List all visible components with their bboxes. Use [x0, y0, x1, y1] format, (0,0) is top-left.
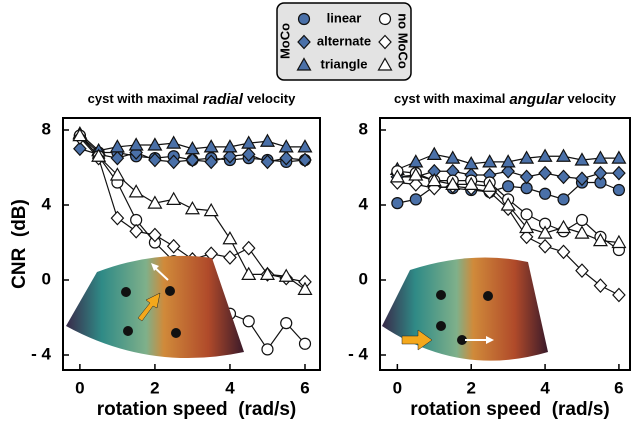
x-tick-label: 2 — [466, 378, 475, 397]
x-axis-label: rotation speed (rad/s) — [410, 399, 610, 420]
x-tick-label: 4 — [540, 378, 550, 397]
panel-title-part: velocity — [247, 91, 296, 106]
data-point — [223, 232, 236, 244]
y-tick-label: 4 — [42, 194, 52, 213]
data-point — [613, 185, 624, 196]
inset-image-right — [382, 258, 548, 361]
x-tick-label: 0 — [75, 378, 84, 397]
data-point — [131, 215, 142, 226]
legend-label: triangle — [321, 56, 368, 71]
figure: MoCo no MoCo linear alternate triangle 8 4 0 - 4… — [0, 0, 638, 424]
data-point — [613, 167, 625, 180]
inset-image-left — [66, 256, 244, 358]
legend-label: alternate — [317, 33, 371, 48]
data-point — [521, 183, 532, 194]
data-point — [243, 316, 254, 327]
x-tick-label: 6 — [614, 378, 623, 397]
x-tick-label: 4 — [225, 378, 235, 397]
data-point — [298, 283, 311, 295]
data-point — [539, 227, 552, 239]
data-point — [167, 137, 180, 149]
legend-marker — [299, 14, 310, 25]
y-tick-label: 4 — [359, 194, 369, 213]
data-point — [130, 225, 142, 238]
data-point — [521, 170, 533, 183]
y-tick-label: - 4 — [31, 344, 51, 363]
data-point — [224, 251, 236, 264]
data-point — [130, 139, 143, 151]
data-point — [540, 188, 551, 199]
x-axis-label: rotation speed (rad/s) — [97, 399, 297, 420]
y-tick-label: 0 — [359, 269, 368, 288]
data-point — [503, 181, 514, 192]
data-point — [613, 289, 625, 302]
legend-group-label: MoCo — [277, 23, 292, 59]
y-tick-label: 8 — [359, 119, 368, 138]
data-point — [576, 215, 587, 226]
data-point — [299, 338, 310, 349]
plot: 8 4 0 - 4 0 2 4 6 cyst with maximal angular veloci… — [348, 91, 630, 420]
data-point — [557, 221, 570, 233]
data-point — [558, 170, 570, 183]
data-point — [410, 194, 421, 205]
data-point — [392, 198, 403, 209]
y-tick-label: - 4 — [348, 344, 368, 363]
data-point — [167, 193, 180, 205]
data-point — [262, 344, 273, 355]
data-point — [558, 194, 569, 205]
data-point — [612, 152, 625, 164]
panel-title-part: angular — [509, 91, 564, 108]
panel-title-part: velocity — [568, 91, 617, 106]
data-point — [261, 135, 274, 147]
x-tick-label: 2 — [150, 378, 159, 397]
data-point — [594, 152, 607, 164]
data-point — [594, 167, 606, 180]
data-point — [168, 240, 180, 253]
data-point — [594, 279, 606, 292]
data-point — [483, 155, 496, 167]
data-point — [557, 150, 570, 162]
data-point — [521, 209, 532, 220]
panel-title-part: radial — [203, 91, 244, 108]
legend-group-label: no MoCo — [396, 13, 411, 69]
panel-title: cyst with maximal radialvelocity — [88, 91, 296, 108]
data-point — [299, 154, 311, 167]
data-point — [243, 242, 255, 255]
y-axis-label: CNR (dB) — [9, 199, 30, 289]
panel-title-part: cyst with maximal — [394, 91, 505, 106]
data-point — [539, 150, 552, 162]
legend-label: linear — [327, 10, 362, 25]
data-point — [281, 318, 292, 329]
data-point — [242, 268, 255, 280]
panel-title-part: cyst with maximal — [88, 91, 199, 106]
data-point — [428, 148, 441, 160]
panel-title: cyst with maximal angular velocity — [394, 91, 617, 108]
data-point — [186, 202, 199, 214]
y-tick-label: 8 — [42, 119, 51, 138]
data-point — [298, 140, 311, 152]
x-tick-label: 6 — [300, 378, 309, 397]
data-point — [575, 227, 588, 239]
data-point — [409, 155, 422, 167]
data-point — [539, 240, 551, 253]
data-point — [539, 167, 551, 180]
y-tick-label: 0 — [42, 269, 51, 288]
data-point — [186, 154, 198, 167]
x-tick-label: 0 — [393, 378, 402, 397]
data-point — [205, 140, 218, 152]
data-point — [111, 212, 123, 225]
legend-marker — [380, 14, 391, 25]
